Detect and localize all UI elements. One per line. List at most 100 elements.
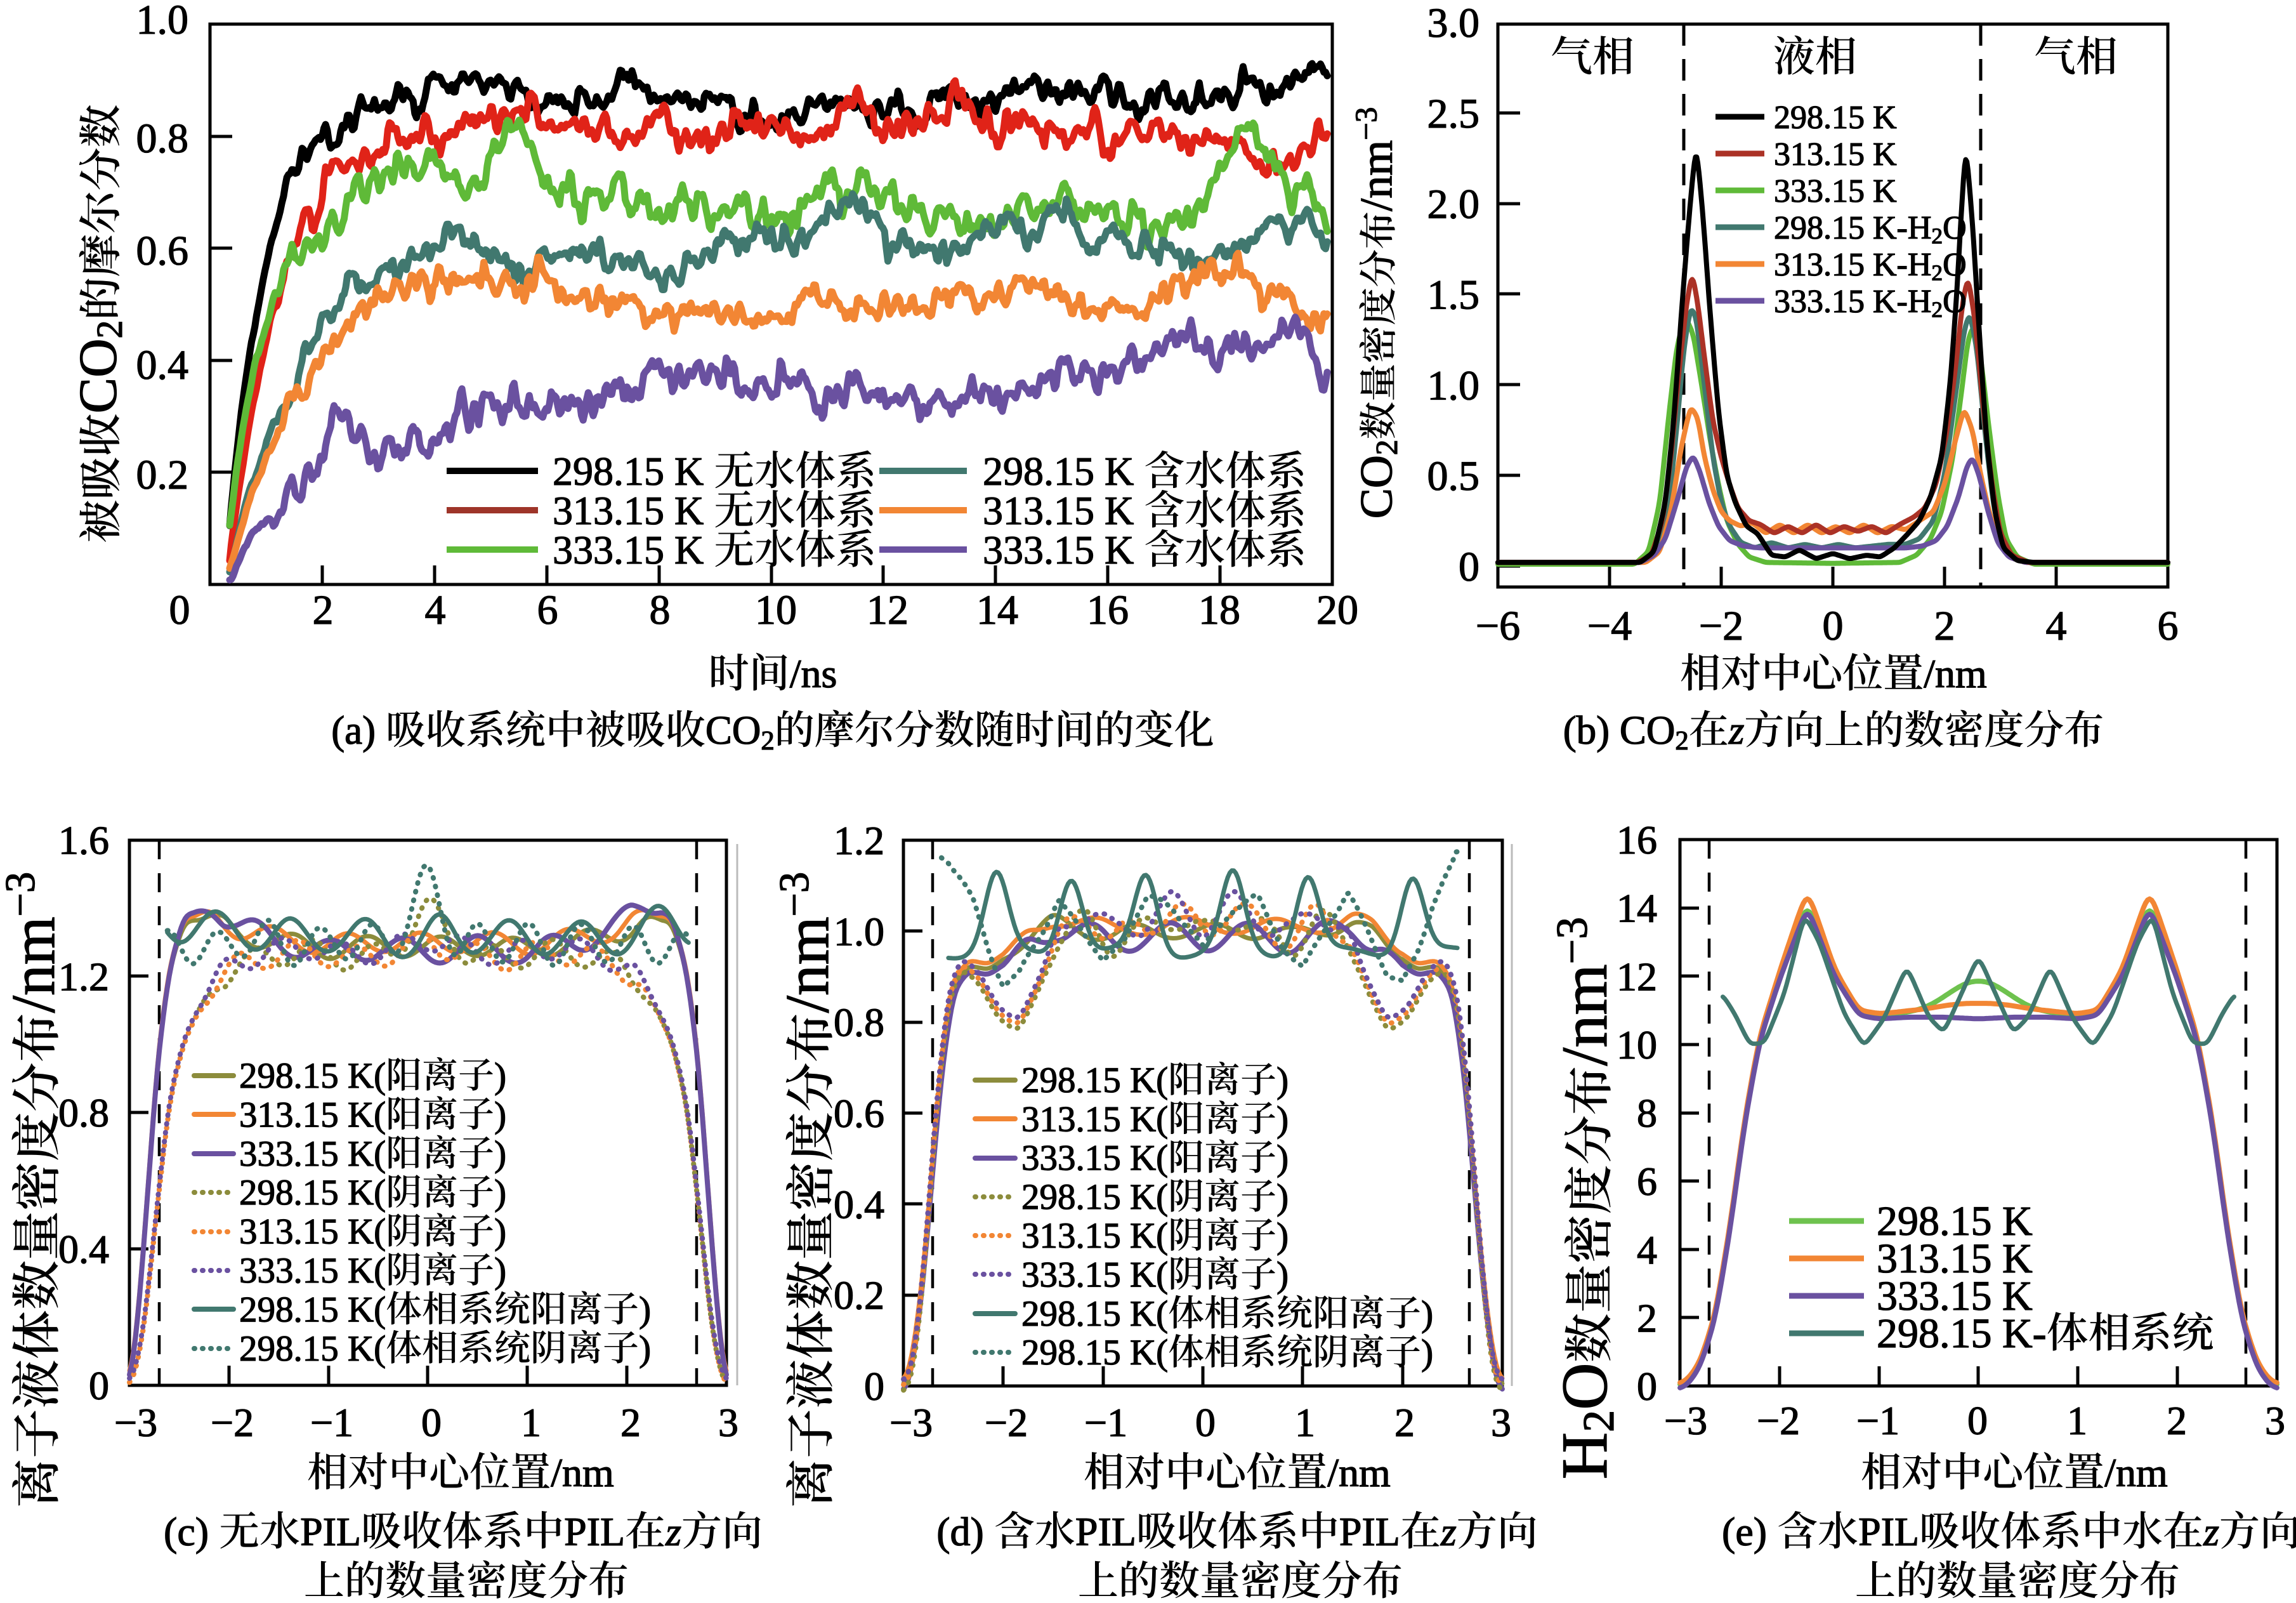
svg-text:/nm: /nm [551,1450,614,1495]
svg-text:313.15 K: 313.15 K [553,488,704,533]
svg-text:z: z [1440,1509,1457,1554]
svg-text:−1: −1 [1084,1400,1127,1445]
svg-text:0: 0 [1459,544,1479,590]
svg-text:333.15 K: 333.15 K [1774,173,1897,209]
svg-text:333.15 K: 333.15 K [553,527,704,572]
svg-text:1: 1 [1295,1400,1315,1445]
svg-text:0: 0 [421,1400,442,1445]
svg-text:/ns: /ns [790,651,837,696]
svg-text:4: 4 [2046,603,2067,649]
svg-text:0.2: 0.2 [136,452,189,498]
svg-text:−3: −3 [771,872,818,917]
svg-text:2: 2 [1934,603,1955,649]
svg-text:CO: CO [705,708,761,753]
svg-text:1.2: 1.2 [834,818,884,863]
svg-text:313.15 K(: 313.15 K( [1021,1099,1168,1139]
svg-text:2.5: 2.5 [1427,91,1480,137]
svg-text:2: 2 [313,587,334,633]
svg-text:333.15 K(: 333.15 K( [1021,1138,1168,1178]
svg-text:): ) [494,1251,506,1291]
svg-text:333.15 K(: 333.15 K( [1021,1255,1168,1295]
svg-text:2: 2 [1931,260,1943,285]
svg-text:1.5: 1.5 [1427,272,1480,319]
svg-text:8: 8 [650,587,671,633]
svg-text:0.6: 0.6 [136,228,189,274]
svg-text:O: O [1943,284,1967,320]
svg-text:(e): (e) [1722,1509,1767,1554]
svg-text:3: 3 [1491,1400,1511,1445]
svg-text:313.15 K(: 313.15 K( [239,1095,386,1135]
svg-text:/nm: /nm [1351,140,1402,211]
svg-text:O: O [1943,210,1967,246]
svg-text:−3: −3 [1664,1398,1707,1443]
svg-text:14: 14 [1617,886,1657,931]
svg-text:313.15 K: 313.15 K [983,488,1134,533]
svg-text:−3: −3 [114,1400,157,1445]
svg-text:0: 0 [169,587,190,633]
svg-text:2: 2 [620,1400,641,1445]
svg-text:2: 2 [1931,296,1943,322]
svg-text:298.15 K(: 298.15 K( [239,1290,386,1329]
svg-text:): ) [1276,1216,1289,1256]
svg-text:2: 2 [1931,223,1943,248]
svg-text:6: 6 [1637,1159,1657,1204]
svg-text:20: 20 [1316,587,1358,633]
svg-text:0.8: 0.8 [834,1000,884,1045]
svg-text:PIL: PIL [1858,1509,1919,1554]
svg-text:−3: −3 [889,1400,933,1445]
svg-text:−2: −2 [1699,603,1743,649]
svg-text:16: 16 [1617,817,1657,862]
svg-text:): ) [494,1095,506,1135]
svg-text:298.15 K: 298.15 K [1877,1198,2033,1244]
svg-text:2: 2 [2167,1398,2187,1443]
svg-text:1.0: 1.0 [834,909,884,954]
svg-text:0.5: 0.5 [1427,453,1480,499]
svg-text:1.6: 1.6 [58,818,109,863]
svg-text:−2: −2 [211,1400,254,1445]
svg-text:): ) [494,1134,506,1174]
svg-text:): ) [639,1329,651,1369]
svg-text:): ) [1276,1060,1289,1100]
svg-text:0: 0 [1195,1400,1216,1445]
svg-text:z: z [2203,1509,2219,1554]
svg-text:): ) [1276,1138,1289,1178]
svg-text:): ) [1421,1333,1433,1373]
svg-text:2: 2 [89,320,130,338]
svg-text:3.0: 3.0 [1427,0,1480,46]
svg-text:/nm: /nm [773,916,842,1013]
svg-text:−6: −6 [1476,603,1520,649]
svg-text:/nm: /nm [1327,1450,1391,1495]
svg-text:−3: −3 [1349,107,1384,140]
svg-text:2: 2 [1575,1410,1624,1432]
svg-text:−2: −2 [1757,1398,1800,1443]
svg-text:0: 0 [89,1363,109,1408]
svg-text:1: 1 [521,1400,541,1445]
svg-text:2: 2 [1394,1400,1415,1445]
svg-text:z: z [1728,708,1745,753]
svg-text:CO: CO [69,338,128,413]
svg-text:1.0: 1.0 [1427,362,1480,409]
svg-text:0: 0 [864,1364,884,1409]
svg-text:−3: −3 [0,872,44,917]
svg-text:313.15 K(: 313.15 K( [239,1212,386,1252]
svg-text:/nm: /nm [2104,1450,2168,1495]
svg-text:298.15 K(: 298.15 K( [239,1173,386,1213]
svg-text:0.8: 0.8 [136,115,189,162]
svg-text:PIL: PIL [1075,1509,1136,1554]
svg-text:333.15 K: 333.15 K [1877,1273,2033,1319]
svg-text:0: 0 [1823,603,1844,649]
svg-text:): ) [639,1290,651,1329]
svg-text:12: 12 [1617,954,1657,999]
svg-text:1: 1 [2067,1398,2087,1443]
svg-text:298.15 K(: 298.15 K( [1021,1060,1168,1100]
svg-text:/nm: /nm [0,916,68,1013]
svg-text:H: H [1549,1432,1621,1479]
svg-text:CO: CO [1351,455,1402,518]
svg-text:298.15 K(: 298.15 K( [239,1329,386,1369]
svg-text:313.15 K-H: 313.15 K-H [1774,247,1931,283]
svg-text:): ) [1421,1294,1433,1334]
svg-text:−2: −2 [985,1400,1028,1445]
svg-text:298.15 K(: 298.15 K( [1021,1333,1168,1373]
svg-text:−3: −3 [1548,917,1597,964]
svg-text:): ) [494,1212,506,1252]
